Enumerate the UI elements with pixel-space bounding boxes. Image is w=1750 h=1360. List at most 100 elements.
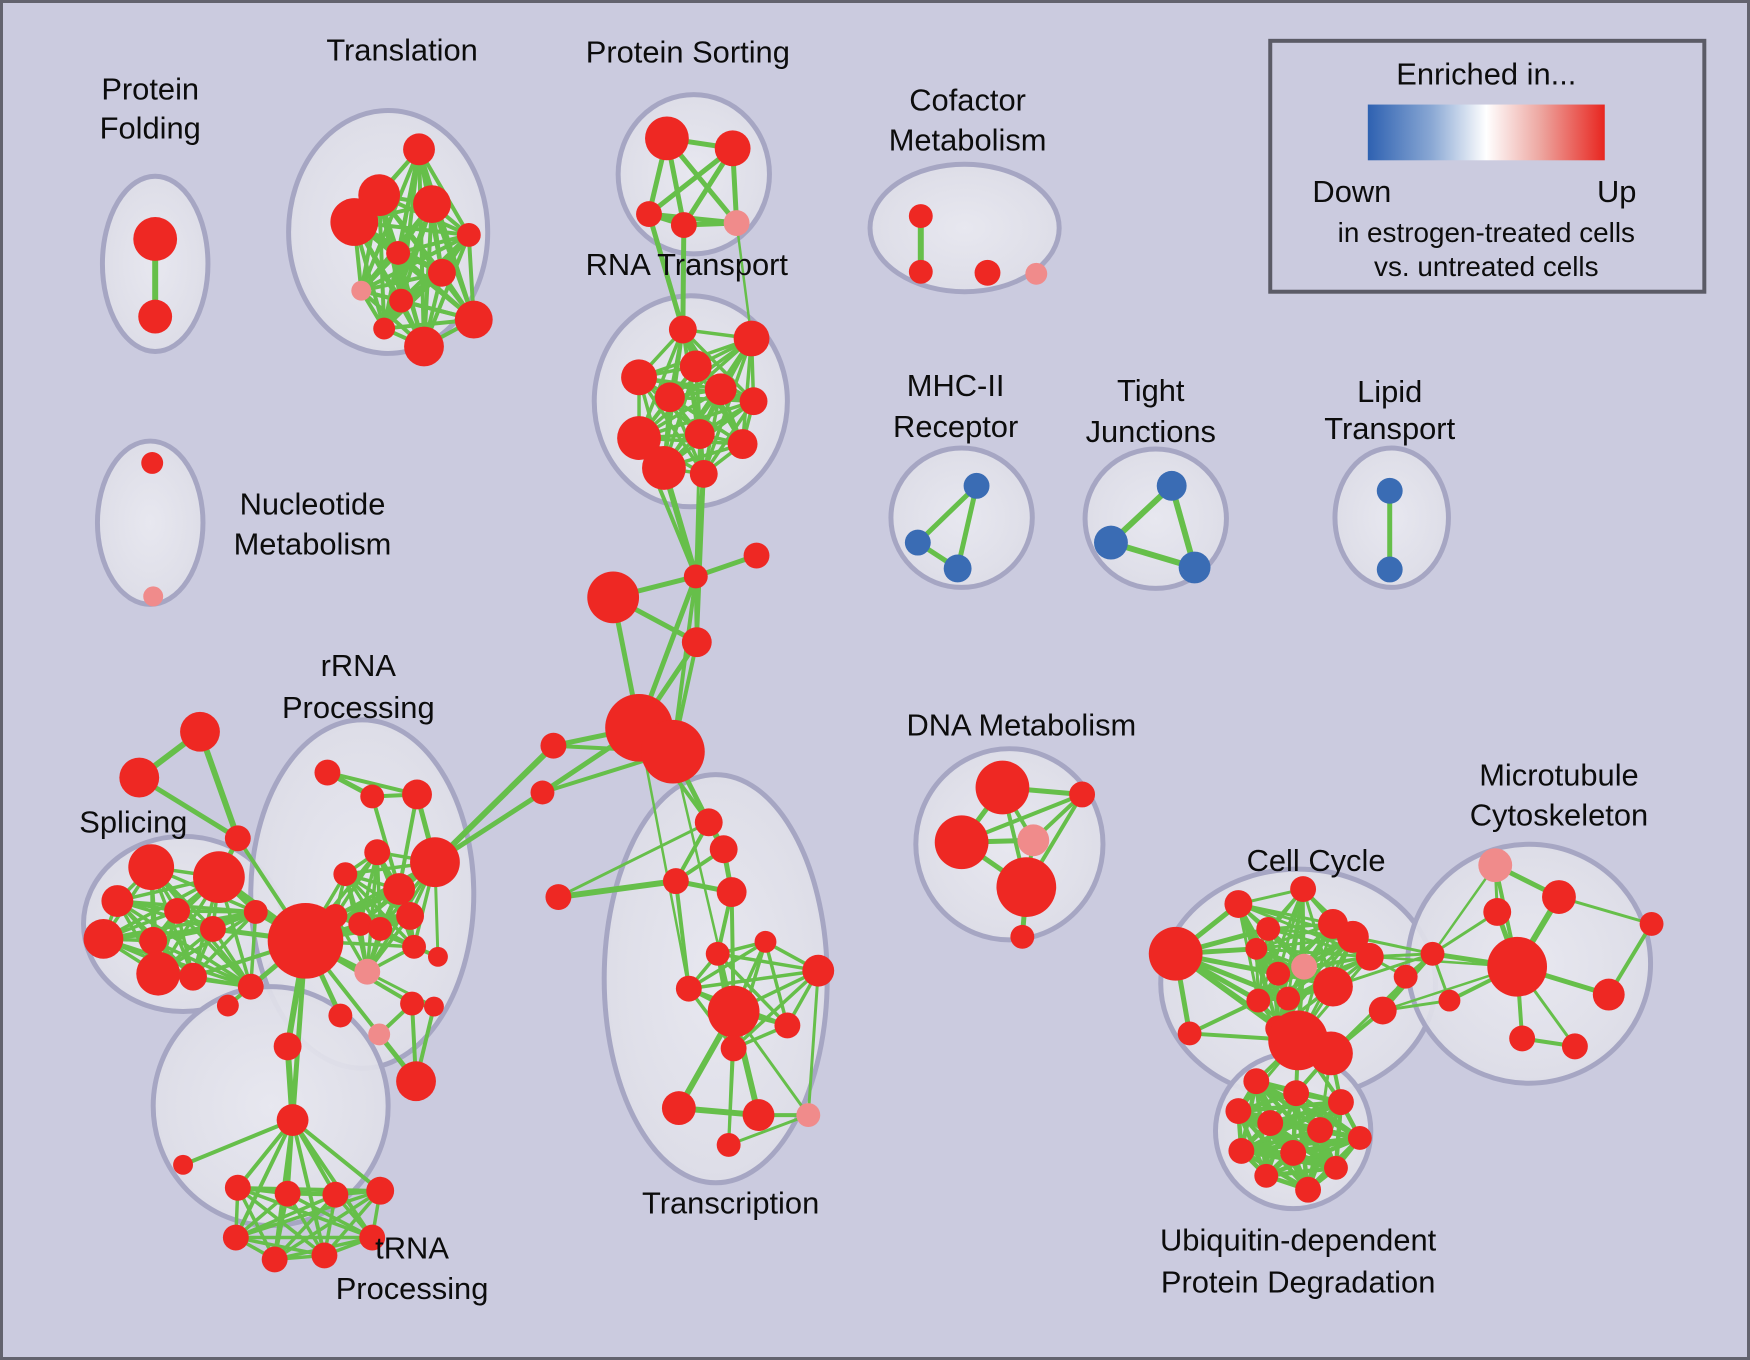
node-cc4[interactable] [1256,916,1281,941]
node-ps4[interactable] [670,212,697,238]
node-sp11[interactable] [237,973,264,1000]
node-sp10[interactable] [179,962,207,991]
node-tr8[interactable] [222,1224,249,1251]
node-ub12[interactable] [1295,1176,1322,1203]
node-mt7[interactable] [1561,1033,1588,1060]
node-tl7[interactable] [427,258,456,287]
node-rr19[interactable] [216,994,239,1017]
node-tl1[interactable] [403,133,435,166]
node-cc1[interactable] [1148,926,1203,981]
node-rr20[interactable] [273,1032,302,1061]
node-rt12[interactable] [689,459,718,488]
node-ps1[interactable] [645,116,689,161]
node-rr3[interactable] [402,779,432,810]
node-rt6[interactable] [704,373,737,406]
node-t6[interactable] [705,941,730,966]
node-cc_h2[interactable] [1309,1031,1353,1076]
node-tr6[interactable] [311,1242,338,1269]
node-cc12[interactable] [1276,986,1301,1011]
node-tj3[interactable] [1178,551,1211,584]
node-tr5[interactable] [359,1224,386,1251]
node-tc_l3[interactable] [545,884,572,910]
node-sp9[interactable] [136,951,181,996]
node-t15[interactable] [716,1132,741,1157]
node-t4[interactable] [716,877,747,907]
node-dm4[interactable] [1017,824,1050,857]
node-rt10[interactable] [727,429,758,459]
node-ub9[interactable] [1280,1139,1307,1166]
node-ub2[interactable] [1283,1080,1310,1107]
node-tr3[interactable] [322,1181,349,1208]
node-rt2[interactable] [733,320,770,357]
node-cc9[interactable] [1266,961,1291,986]
node-rr18[interactable] [368,1023,391,1046]
node-cc6[interactable] [1336,920,1369,953]
node-tl8[interactable] [351,280,372,301]
node-t8[interactable] [707,985,760,1038]
node-cc7[interactable] [1355,942,1384,971]
node-sp7[interactable] [199,915,226,942]
node-lp2[interactable] [1376,556,1403,583]
node-rr14[interactable] [400,991,424,1016]
node-tl9[interactable] [389,288,414,313]
node-h2[interactable] [641,719,705,784]
node-tl12[interactable] [373,317,396,340]
node-sp3[interactable] [101,885,134,917]
node-ub5[interactable] [1257,1110,1284,1136]
node-dm5[interactable] [996,857,1057,917]
node-cc2[interactable] [1224,890,1253,918]
node-dm2[interactable] [934,815,989,870]
node-rr11[interactable] [368,916,393,941]
node-mt8[interactable] [1438,989,1461,1012]
node-sp_t1[interactable] [180,711,220,752]
node-mt2[interactable] [1542,880,1576,914]
node-rt11[interactable] [642,446,686,490]
node-mt5[interactable] [1639,911,1664,936]
node-rr13[interactable] [427,946,448,967]
node-t9[interactable] [802,954,835,987]
node-dm1[interactable] [975,760,1030,815]
node-rt5[interactable] [654,382,685,413]
node-ub8[interactable] [1228,1137,1255,1164]
node-sp2[interactable] [193,851,245,904]
node-mh2[interactable] [904,529,931,556]
node-t10[interactable] [774,1012,801,1039]
node-cf3[interactable] [974,259,1001,286]
node-sp5[interactable] [83,918,124,959]
node-rr1[interactable] [314,759,341,786]
node-tr2[interactable] [274,1180,301,1207]
node-rt9[interactable] [684,419,715,450]
node-cc16[interactable] [1368,996,1397,1025]
node-mt6[interactable] [1509,1025,1536,1052]
node-tr7[interactable] [261,1246,288,1273]
node-ub6[interactable] [1307,1117,1333,1143]
node-rt3[interactable] [679,350,712,383]
node-sp6[interactable] [139,926,168,955]
node-ps2[interactable] [714,130,751,167]
node-rr_hub[interactable] [267,903,344,979]
node-c4[interactable] [681,627,712,658]
node-sp1[interactable] [128,844,175,891]
node-dm3[interactable] [1069,781,1096,808]
node-t2[interactable] [709,835,738,864]
node-tr4[interactable] [366,1176,395,1205]
node-cf2[interactable] [908,259,933,284]
node-tr1[interactable] [224,1174,251,1201]
node-dm6[interactable] [1010,924,1035,949]
node-cc8[interactable] [1291,953,1318,980]
node-rr21[interactable] [396,1061,436,1102]
node-mt1[interactable] [1478,848,1513,883]
node-t12[interactable] [661,1091,696,1126]
node-mt3[interactable] [1483,898,1512,926]
node-tl3[interactable] [330,198,379,246]
node-mt_c[interactable] [1420,941,1445,966]
node-tj1[interactable] [1156,470,1187,501]
node-rt8[interactable] [617,416,661,460]
node-rr16[interactable] [328,1003,353,1028]
node-ub7[interactable] [1347,1126,1372,1150]
node-c2[interactable] [587,571,640,624]
node-t14[interactable] [796,1103,821,1128]
node-ub11[interactable] [1254,1163,1279,1188]
node-cf1[interactable] [908,204,933,229]
node-cc11[interactable] [1313,966,1353,1007]
